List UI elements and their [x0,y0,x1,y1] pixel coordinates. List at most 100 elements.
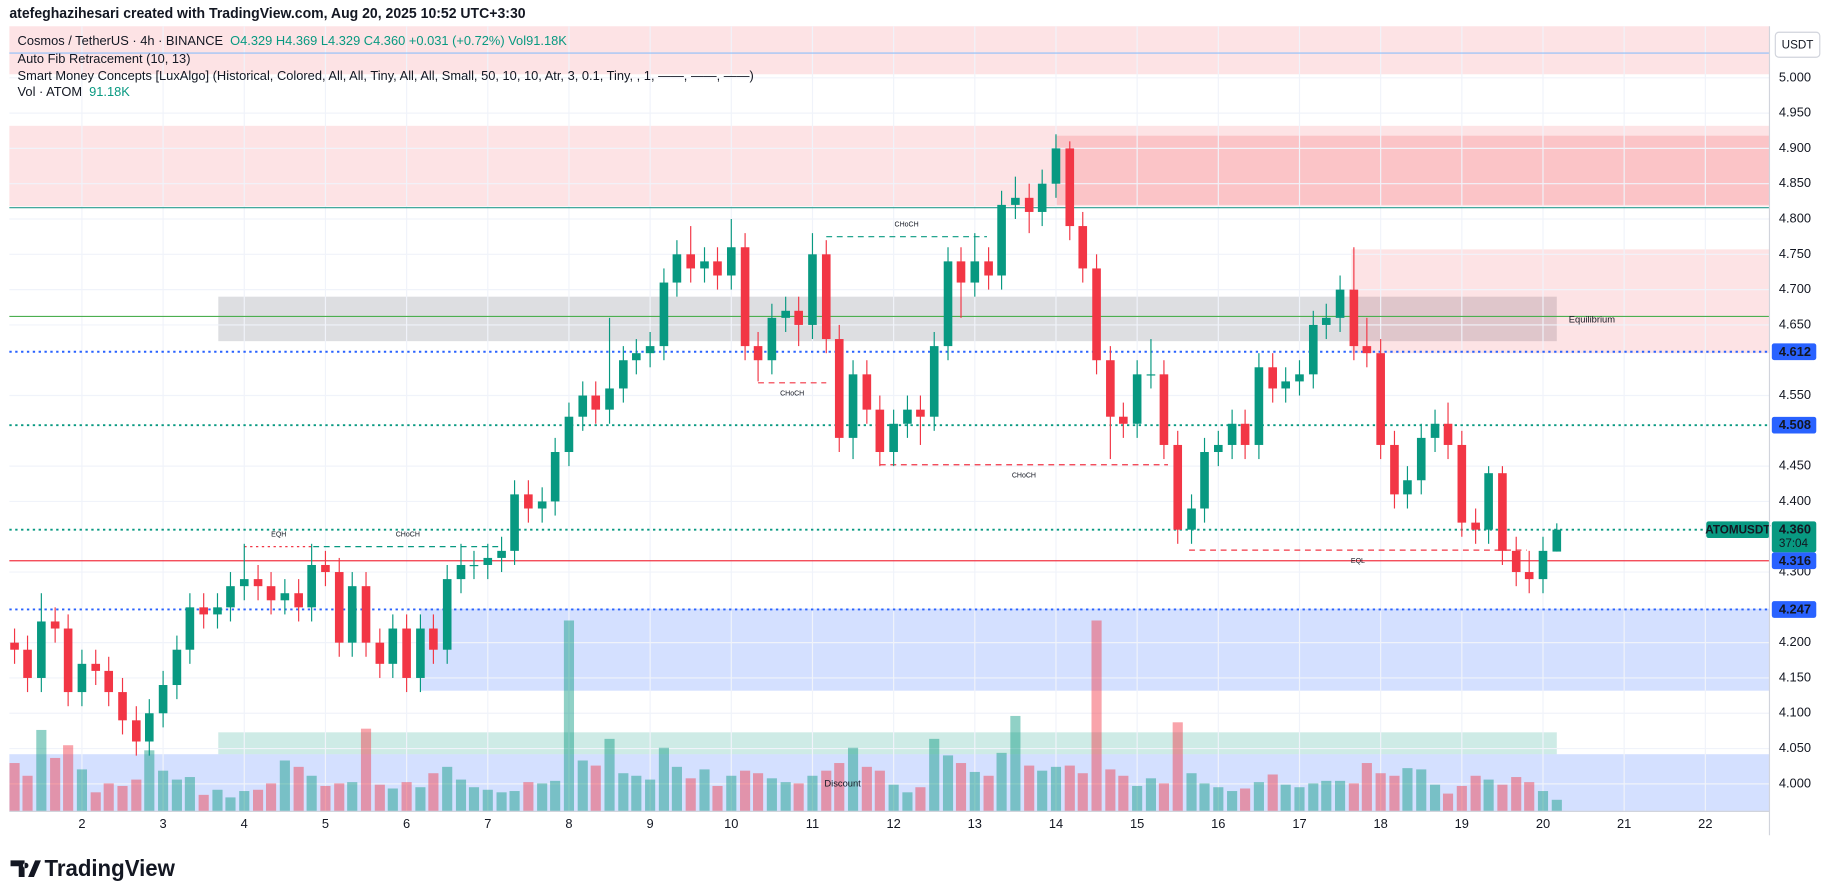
candle-body [1227,423,1237,445]
structure-label: CHoCH [780,389,804,397]
candle-body [821,254,831,340]
candle-body [1321,317,1331,325]
zone-label: Discount [824,778,861,789]
brand: TradingView [44,856,175,881]
price-tag-label: 4.316 [1779,553,1811,568]
candle-body [929,346,939,417]
price-tag-label: 4.360 [1779,522,1811,537]
candle-body [1335,289,1345,318]
candle-body [889,423,898,453]
volume-bar [604,738,615,812]
candle-body [321,564,330,573]
candle-body [1281,381,1290,389]
volume-bar [496,792,507,812]
x-tick-label: 21 [1617,816,1631,831]
candle-body [347,586,357,643]
countdown: 37:04 [1779,536,1809,550]
candle-body [1037,183,1047,212]
volume-bar [22,775,33,812]
volume-bar [1010,715,1021,812]
volume-bar [1442,793,1454,812]
zone [9,754,1770,812]
candle-body [1065,148,1075,227]
volume-bar [1402,768,1413,812]
currency-box[interactable] [1774,31,1821,58]
volume-bar [1524,782,1535,812]
volume-bar [699,769,710,812]
volume-bar [1321,780,1332,812]
volume-bar [239,791,250,812]
price-tag [1771,552,1817,570]
zone [9,26,1770,75]
volume-bar [685,778,696,812]
volume-bar [712,785,723,812]
structure-label: CHoCH [396,531,420,539]
y-tick-label: 5.000 [1779,69,1811,84]
volume-bar [942,755,954,812]
volume-bar [996,752,1007,812]
candle-body [794,310,803,325]
price-tag [1771,343,1817,361]
candle-body [632,353,641,361]
candle-body [740,247,750,347]
front-layer: Equilibrium Discount 4.000 4.050 4.100 4.150 4… [10,69,1817,831]
mid-layer [9,52,1770,812]
volume-bar [9,763,20,812]
currency[interactable]: USDT [1782,37,1814,51]
volume-bar [1335,780,1346,812]
x-tick-label: 8 [565,816,572,831]
candle-body [1511,550,1521,573]
candle-body [848,374,858,438]
volume-bar [415,787,426,812]
candle-body [429,628,438,650]
candle-body [1538,550,1548,580]
volume-bar [537,783,548,812]
volume-bar [929,738,940,812]
x-tick-label: 16 [1211,816,1225,831]
volume-bar [1456,785,1467,812]
candle-body [726,247,736,276]
volume-bar [1145,778,1157,812]
candle-body [1078,226,1088,269]
volume-bar [253,789,264,812]
structure-label: EQH [271,531,286,539]
candle-body [834,339,844,438]
x-tick-label: 15 [1130,816,1144,831]
x-tick-label: 12 [886,816,900,831]
volume-label: Vol · ATOM [18,84,83,99]
volume-bar [1348,783,1359,812]
x-tick-label: 6 [403,816,410,831]
candle-body [1159,374,1169,445]
candle-body [1187,508,1196,530]
zone [420,608,1770,691]
zone [218,732,1557,755]
volume-bar [198,794,209,812]
candle-body [1362,346,1372,354]
y-tick-label: 4.400 [1779,493,1811,508]
volume-bar [1050,766,1062,812]
candle-body [1390,444,1399,495]
zone [9,125,1770,207]
candle-body [1024,197,1034,212]
candle-body [239,579,249,587]
volume-bar [1105,769,1116,812]
candle-body [1106,360,1115,417]
candle-body [388,628,398,664]
volume-bar [482,789,493,812]
candle-body [1430,423,1440,438]
y-tick-label: 4.850 [1779,175,1811,190]
candle-body [984,261,993,276]
volume-bar [455,779,467,812]
zone-label: Equilibrium [1569,315,1615,326]
volume-bar [983,775,994,812]
candle-body [1349,289,1359,347]
candle-body [226,586,235,608]
volume-bar [1132,785,1143,812]
candle-body [1524,572,1534,580]
candle-body [144,713,154,742]
volume-bar [184,777,195,812]
volume-bar [1497,784,1508,812]
candle-body [158,685,168,714]
price-tag-label: 4.247 [1779,601,1811,616]
